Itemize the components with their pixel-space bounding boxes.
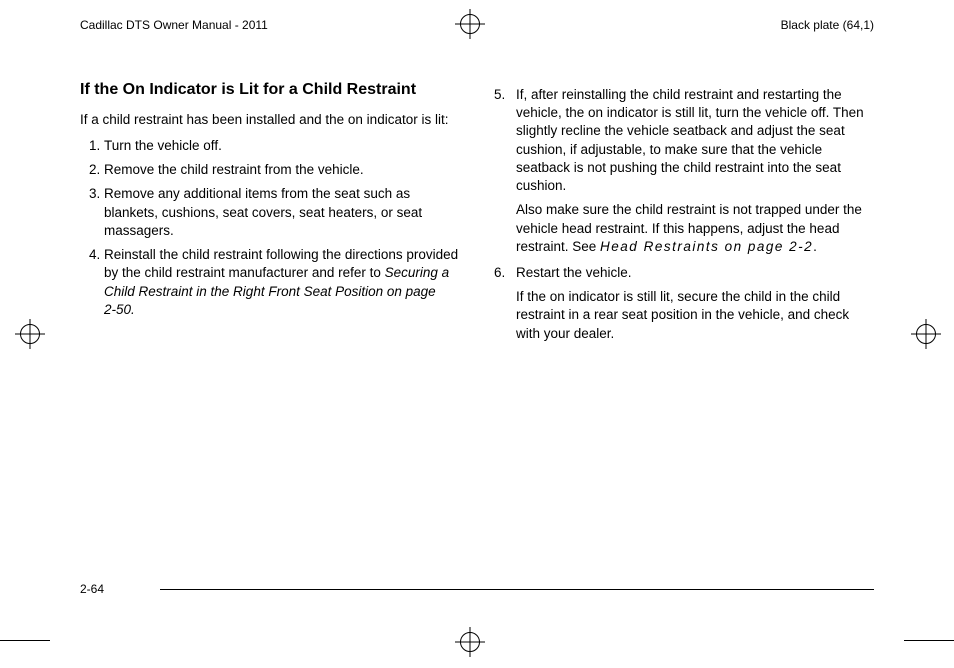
registration-mark-icon xyxy=(916,324,936,344)
header-right: Black plate (64,1) xyxy=(781,18,874,32)
footer-rule xyxy=(160,589,874,590)
registration-mark-icon xyxy=(460,14,480,34)
step-5-reference: Head Restraints on page 2‑2 xyxy=(600,239,813,254)
step-4: Reinstall the child restraint following … xyxy=(104,246,462,319)
crop-mark-icon xyxy=(904,640,954,641)
step-5-text-a: If, after reinstalling the child restrai… xyxy=(516,87,864,193)
steps-list-right: If, after reinstalling the child restrai… xyxy=(492,86,874,343)
section-heading: If the On Indicator is Lit for a Child R… xyxy=(80,80,462,101)
header-left: Cadillac DTS Owner Manual - 2011 xyxy=(80,18,268,32)
column-left: If the On Indicator is Lit for a Child R… xyxy=(80,80,462,568)
step-6-text-b: If the on indicator is still lit, secure… xyxy=(516,288,874,343)
step-2: Remove the child restraint from the vehi… xyxy=(104,161,462,179)
registration-mark-icon xyxy=(460,632,480,652)
step-6-text-a: Restart the vehicle. xyxy=(516,265,632,280)
step-6: Restart the vehicle. If the on indicator… xyxy=(492,264,874,343)
crop-mark-icon xyxy=(0,640,50,641)
page-number: 2-64 xyxy=(80,582,104,596)
page-content: If the On Indicator is Lit for a Child R… xyxy=(80,80,874,568)
intro-paragraph: If a child restraint has been installed … xyxy=(80,111,462,129)
steps-list-left: Turn the vehicle off. Remove the child r… xyxy=(80,137,462,319)
column-right: If, after reinstalling the child restrai… xyxy=(492,80,874,568)
step-5-b-suffix: . xyxy=(813,239,817,254)
step-5-text-b: Also make sure the child restraint is no… xyxy=(516,201,874,256)
step-5: If, after reinstalling the child restrai… xyxy=(492,86,874,256)
step-1: Turn the vehicle off. xyxy=(104,137,462,155)
registration-mark-icon xyxy=(20,324,40,344)
step-3: Remove any additional items from the sea… xyxy=(104,185,462,240)
